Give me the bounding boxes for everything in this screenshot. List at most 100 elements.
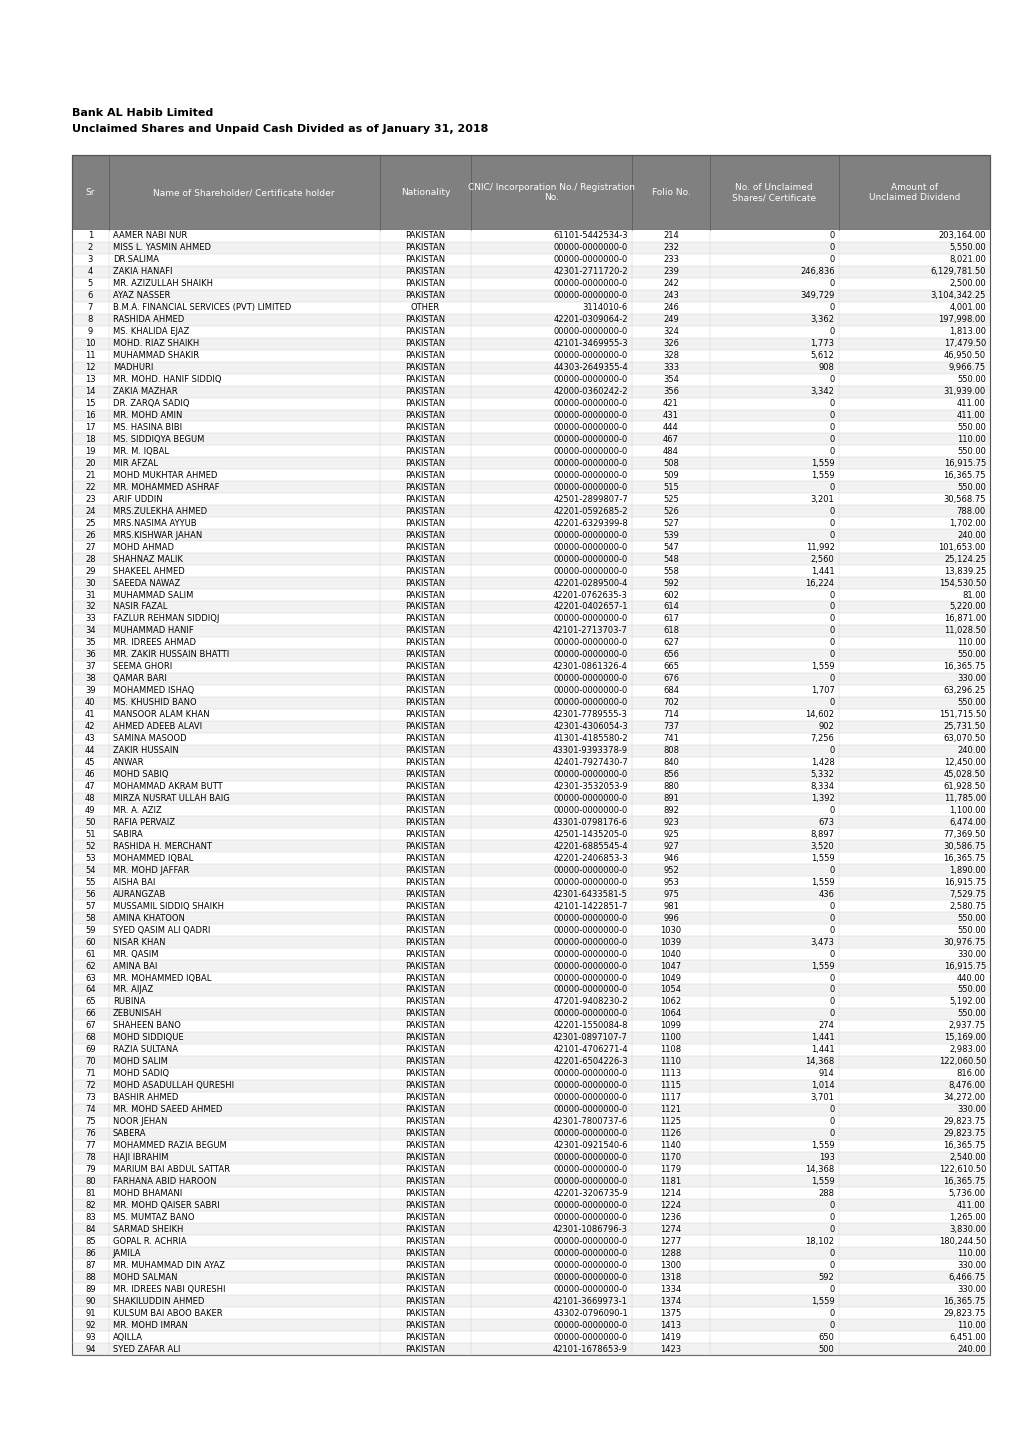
Text: 3,201: 3,201 [810, 495, 834, 503]
Text: 902: 902 [818, 722, 834, 731]
Text: 88: 88 [85, 1273, 96, 1282]
Text: 16,915.75: 16,915.75 [943, 962, 985, 970]
Text: 558: 558 [662, 567, 679, 575]
Text: PAKISTAN: PAKISTAN [405, 280, 445, 288]
Bar [72, 1152, 989, 1164]
Text: 0: 0 [828, 1105, 834, 1115]
Text: 46: 46 [85, 770, 96, 779]
Text: PAKISTAN: PAKISTAN [405, 375, 445, 384]
Text: 79: 79 [85, 1165, 96, 1174]
Text: 47201-9408230-2: 47201-9408230-2 [553, 998, 628, 1007]
Text: RASHIDA H. MERCHANT: RASHIDA H. MERCHANT [113, 842, 212, 851]
Text: PAKISTAN: PAKISTAN [405, 973, 445, 982]
Text: MOHD SABIQ: MOHD SABIQ [113, 770, 168, 779]
Text: 1,441: 1,441 [810, 567, 834, 575]
Bar [72, 457, 989, 469]
Text: 1318: 1318 [659, 1273, 681, 1282]
Text: 1,559: 1,559 [810, 878, 834, 887]
Text: 1,428: 1,428 [810, 758, 834, 767]
Bar [72, 1067, 989, 1080]
Text: PAKISTAN: PAKISTAN [405, 842, 445, 851]
Text: 1,707: 1,707 [810, 686, 834, 695]
Bar [72, 398, 989, 410]
Text: 73: 73 [85, 1093, 96, 1102]
Text: NISAR KHAN: NISAR KHAN [113, 937, 165, 946]
Text: PAKISTAN: PAKISTAN [405, 327, 445, 336]
Text: SHAHNAZ MALIK: SHAHNAZ MALIK [113, 555, 182, 564]
Text: 42201-0402657-1: 42201-0402657-1 [553, 603, 628, 611]
Text: 16,871.00: 16,871.00 [943, 614, 985, 623]
Text: 25: 25 [85, 519, 96, 528]
Text: PAKISTAN: PAKISTAN [405, 363, 445, 372]
Text: 1413: 1413 [659, 1321, 681, 1330]
Text: 7,256: 7,256 [810, 734, 834, 743]
Text: 330.00: 330.00 [956, 950, 985, 959]
Text: 80: 80 [85, 1177, 96, 1185]
Text: 0: 0 [828, 914, 834, 923]
Text: 539: 539 [662, 531, 679, 539]
Text: 8,476.00: 8,476.00 [948, 1082, 985, 1090]
Text: 975: 975 [662, 890, 679, 898]
Text: PAKISTAN: PAKISTAN [405, 232, 445, 241]
Text: 0: 0 [828, 973, 834, 982]
Text: 12,450.00: 12,450.00 [943, 758, 985, 767]
Text: PAKISTAN: PAKISTAN [405, 770, 445, 779]
Text: 0: 0 [828, 950, 834, 959]
Text: PAKISTAN: PAKISTAN [405, 483, 445, 492]
Text: MARIUM BAI ABDUL SATTAR: MARIUM BAI ABDUL SATTAR [113, 1165, 229, 1174]
Text: MOHD BHAMANI: MOHD BHAMANI [113, 1190, 181, 1198]
Text: 193: 193 [818, 1154, 834, 1162]
Bar [72, 518, 989, 529]
Text: PAKISTAN: PAKISTAN [405, 662, 445, 672]
Bar [72, 1116, 989, 1128]
Bar [72, 852, 989, 864]
Text: 63: 63 [85, 973, 96, 982]
Text: 880: 880 [662, 782, 679, 792]
Text: 2,983.00: 2,983.00 [948, 1045, 985, 1054]
Text: 925: 925 [662, 831, 679, 839]
Bar [72, 278, 989, 290]
Text: Unclaimed Shares and Unpaid Cash Divided as of January 31, 2018: Unclaimed Shares and Unpaid Cash Divided… [72, 124, 488, 134]
Text: 1374: 1374 [659, 1296, 681, 1305]
Text: 42101-3469955-3: 42101-3469955-3 [553, 339, 628, 348]
Text: 0: 0 [828, 1009, 834, 1018]
Text: 1224: 1224 [660, 1201, 681, 1210]
Text: 324: 324 [662, 327, 679, 336]
Text: ANWAR: ANWAR [113, 758, 144, 767]
Text: RAZIA SULTANA: RAZIA SULTANA [113, 1045, 177, 1054]
Bar [72, 696, 989, 708]
Text: 00000-0000000-0: 00000-0000000-0 [553, 1201, 628, 1210]
Text: 550.00: 550.00 [956, 914, 985, 923]
Text: 15,169.00: 15,169.00 [943, 1034, 985, 1043]
Text: 1,702.00: 1,702.00 [949, 519, 985, 528]
Text: 00000-0000000-0: 00000-0000000-0 [553, 985, 628, 995]
Text: 110.00: 110.00 [956, 1249, 985, 1257]
Text: AYAZ NASSER: AYAZ NASSER [113, 291, 170, 300]
Bar [72, 290, 989, 301]
Text: MISS L. YASMIN AHMED: MISS L. YASMIN AHMED [113, 244, 211, 252]
Text: 1,559: 1,559 [810, 1177, 834, 1185]
Text: 33: 33 [85, 614, 96, 623]
Text: 70: 70 [85, 1057, 96, 1066]
Text: 0: 0 [828, 1118, 834, 1126]
Text: SYED ZAFAR ALI: SYED ZAFAR ALI [113, 1344, 180, 1354]
Text: 00000-0000000-0: 00000-0000000-0 [553, 352, 628, 360]
Text: No. of Unclaimed
Shares/ Certificate: No. of Unclaimed Shares/ Certificate [732, 183, 815, 202]
Text: NASIR FAZAL: NASIR FAZAL [113, 603, 167, 611]
Text: SHAKEEL AHMED: SHAKEEL AHMED [113, 567, 184, 575]
Text: 0: 0 [828, 1213, 834, 1221]
Text: PAKISTAN: PAKISTAN [405, 1332, 445, 1341]
Text: 1039: 1039 [659, 937, 681, 946]
Text: 1,559: 1,559 [810, 472, 834, 480]
Text: 00000-0000000-0: 00000-0000000-0 [553, 280, 628, 288]
Text: 444: 444 [662, 423, 679, 433]
Text: 00000-0000000-0: 00000-0000000-0 [553, 483, 628, 492]
Text: 2,500.00: 2,500.00 [949, 280, 985, 288]
Text: 91: 91 [85, 1308, 96, 1318]
Text: SHAHEEN BANO: SHAHEEN BANO [113, 1021, 180, 1031]
Text: AURANGZAB: AURANGZAB [113, 890, 166, 898]
Text: 1181: 1181 [659, 1177, 681, 1185]
Text: ZEBUNISAH: ZEBUNISAH [113, 1009, 162, 1018]
Text: 1179: 1179 [659, 1165, 681, 1174]
Text: B.M.A. FINANCIAL SERVICES (PVT) LIMITED: B.M.A. FINANCIAL SERVICES (PVT) LIMITED [113, 303, 290, 313]
